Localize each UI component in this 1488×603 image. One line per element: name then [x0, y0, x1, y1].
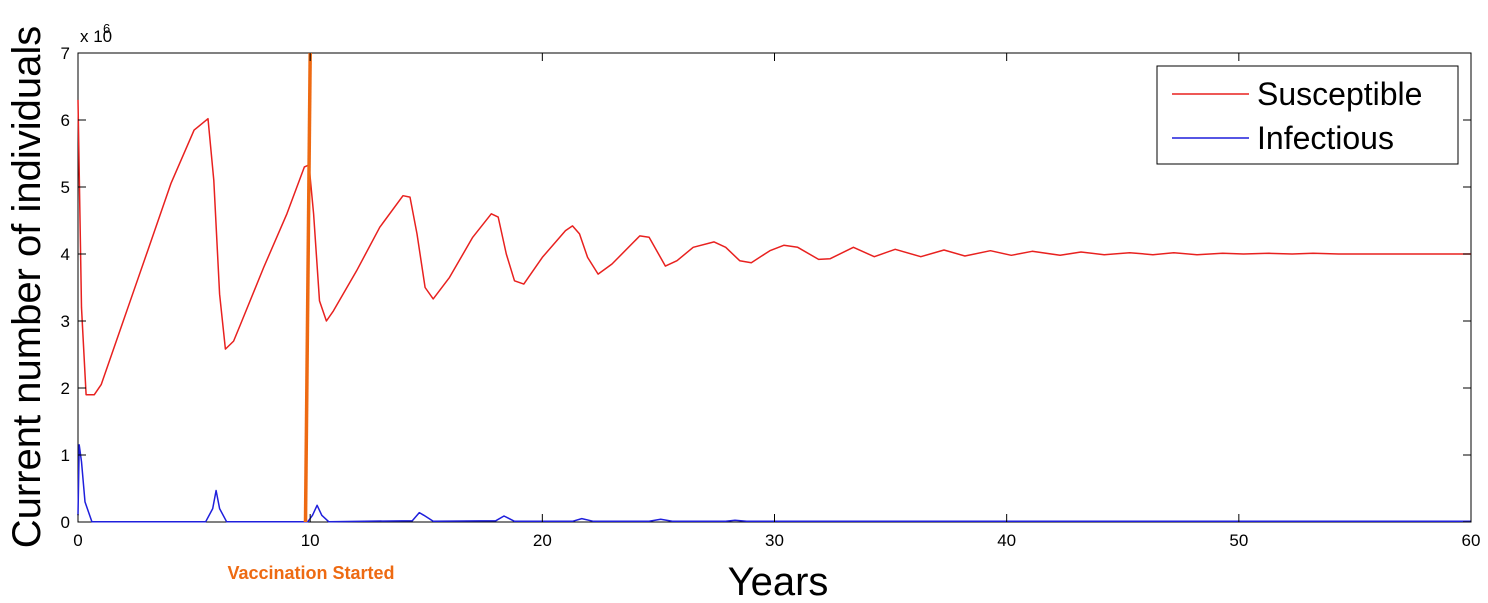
x-axis-ticks: 0 10 20 30 40 50 60 — [73, 53, 1480, 550]
y-axis-ticks: 0 1 2 3 4 5 6 7 — [61, 44, 1471, 532]
legend: Susceptible Infectious — [1156, 65, 1459, 165]
legend-label-infectious: Infectious — [1257, 120, 1394, 156]
x-tick-label: 40 — [997, 531, 1016, 550]
y-tick-label: 6 — [61, 111, 70, 130]
vaccination-annotation: Vaccination Started — [227, 563, 394, 583]
y-exponent: x 10 6 — [80, 21, 112, 46]
y-exponent-power: 6 — [103, 21, 110, 36]
x-tick-label: 0 — [73, 531, 82, 550]
y-tick-label: 1 — [61, 446, 70, 465]
y-tick-label: 5 — [61, 178, 70, 197]
series-layer — [77, 52, 1471, 523]
y-axis-title: Current number of individuals — [5, 26, 49, 548]
y-tick-label: 4 — [61, 245, 70, 264]
series-line-infectious — [77, 444, 1471, 523]
x-tick-label: 10 — [301, 531, 320, 550]
y-tick-label: 3 — [61, 312, 70, 331]
x-tick-label: 50 — [1229, 531, 1248, 550]
vaccination-line — [303, 52, 312, 523]
legend-label-susceptible: Susceptible — [1257, 76, 1422, 112]
x-tick-label: 30 — [765, 531, 784, 550]
series-line-susceptible — [77, 99, 1471, 396]
y-tick-label: 0 — [61, 513, 70, 532]
x-tick-label: 60 — [1462, 531, 1481, 550]
legend-box — [1156, 65, 1459, 165]
y-exponent-label: x 10 — [80, 27, 112, 46]
y-tick-label: 2 — [61, 379, 70, 398]
y-tick-label: 7 — [61, 44, 70, 63]
x-tick-label: 20 — [533, 531, 552, 550]
x-axis-title: Years — [728, 560, 829, 603]
